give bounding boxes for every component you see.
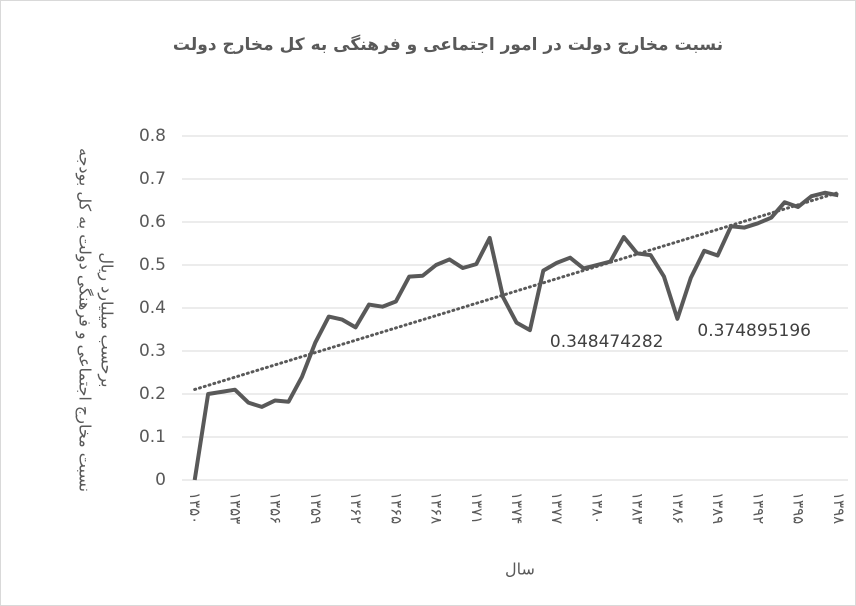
data-label: 0.374895196 — [697, 321, 811, 341]
x-tick-label: ۱۳۸۹ — [709, 492, 727, 524]
x-tick-label: ۱۳۷۴ — [508, 492, 526, 524]
x-tick-label: ۱۳۸۳ — [629, 492, 647, 524]
y-tick-label: 0 — [155, 470, 166, 490]
x-tick-label: ۱۳۵۶ — [267, 492, 285, 524]
x-tick-label: ۱۳۶۵ — [387, 492, 405, 524]
y-tick-label: 0.1 — [139, 427, 166, 447]
x-tick-label: ۱۳۵۹ — [307, 492, 325, 524]
x-tick-label: ۱۳۶۲ — [347, 492, 365, 524]
y-tick-label: 0.7 — [139, 169, 166, 189]
y-tick-label: 0.2 — [139, 384, 166, 404]
data-line — [192, 190, 839, 481]
y-tick-label: 0.5 — [139, 255, 166, 275]
x-tick-label: ۱۳۵۰ — [186, 492, 204, 524]
x-tick-label: ۱۳۹۲ — [749, 492, 767, 524]
x-tick-label: ۱۳۹۵ — [790, 492, 808, 524]
x-tick-label: ۱۳۹۸ — [830, 492, 848, 524]
y-axis-title: برحسب میلیارد ریال — [97, 252, 117, 387]
y-tick-label: 0.8 — [139, 126, 166, 146]
x-tick-label: ۱۳۷۱ — [468, 492, 486, 524]
y-tick-label: 0.3 — [139, 341, 166, 361]
x-tick-label: ۱۳۷۷ — [548, 492, 566, 524]
x-tick-label: ۱۳۸۶ — [669, 492, 687, 524]
y-axis-title: نسبت مخارج اجتماعی و فرهنگی دولت به کل ب… — [75, 148, 95, 492]
x-tick-label: ۱۳۵۳ — [226, 492, 244, 524]
chart-title: نسبت مخارج دولت در امور اجتماعی و فرهنگی… — [173, 34, 723, 55]
x-axis-title: سال — [505, 560, 535, 579]
x-tick-label: ۱۳۸۰ — [588, 492, 606, 524]
y-tick-label: 0.6 — [139, 212, 166, 232]
data-label: 0.348474282 — [550, 332, 664, 352]
y-tick-label: 0.4 — [139, 298, 166, 318]
x-tick-label: ۱۳۶۸ — [428, 492, 446, 524]
